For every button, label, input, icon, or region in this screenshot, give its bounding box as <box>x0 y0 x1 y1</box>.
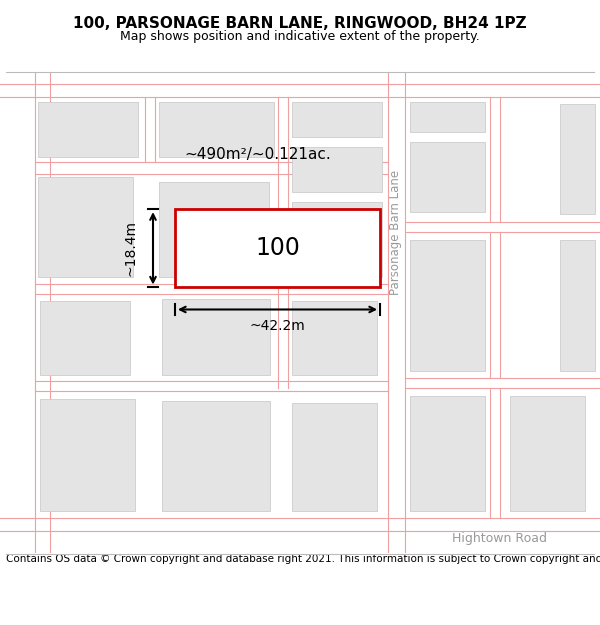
Text: 100, PARSONAGE BARN LANE, RINGWOOD, BH24 1PZ: 100, PARSONAGE BARN LANE, RINGWOOD, BH24… <box>73 16 527 31</box>
Bar <box>159 102 274 157</box>
Bar <box>292 202 382 278</box>
Bar <box>162 401 270 511</box>
Bar <box>410 142 485 212</box>
Bar <box>40 301 130 374</box>
Bar <box>510 396 585 511</box>
Text: ~18.4m: ~18.4m <box>124 221 138 276</box>
Text: ~42.2m: ~42.2m <box>250 319 305 332</box>
Bar <box>410 396 485 511</box>
Bar <box>292 402 377 511</box>
Bar <box>410 240 485 371</box>
Bar <box>159 182 269 278</box>
Bar <box>560 240 595 371</box>
Bar <box>292 102 382 137</box>
Text: Contains OS data © Crown copyright and database right 2021. This information is : Contains OS data © Crown copyright and d… <box>6 554 600 564</box>
Bar <box>38 177 133 278</box>
Bar <box>38 102 138 157</box>
Text: ~490m²/~0.121ac.: ~490m²/~0.121ac. <box>184 147 331 162</box>
Bar <box>410 102 485 132</box>
Text: 100: 100 <box>255 236 300 261</box>
Bar <box>40 399 135 511</box>
Text: Hightown Road: Hightown Road <box>452 532 548 544</box>
Bar <box>292 301 377 374</box>
Bar <box>175 209 380 288</box>
Bar <box>162 299 270 374</box>
Text: Parsonage Barn Lane: Parsonage Barn Lane <box>389 170 403 295</box>
Bar <box>560 104 595 214</box>
Bar <box>292 147 382 192</box>
Text: Map shows position and indicative extent of the property.: Map shows position and indicative extent… <box>120 30 480 43</box>
